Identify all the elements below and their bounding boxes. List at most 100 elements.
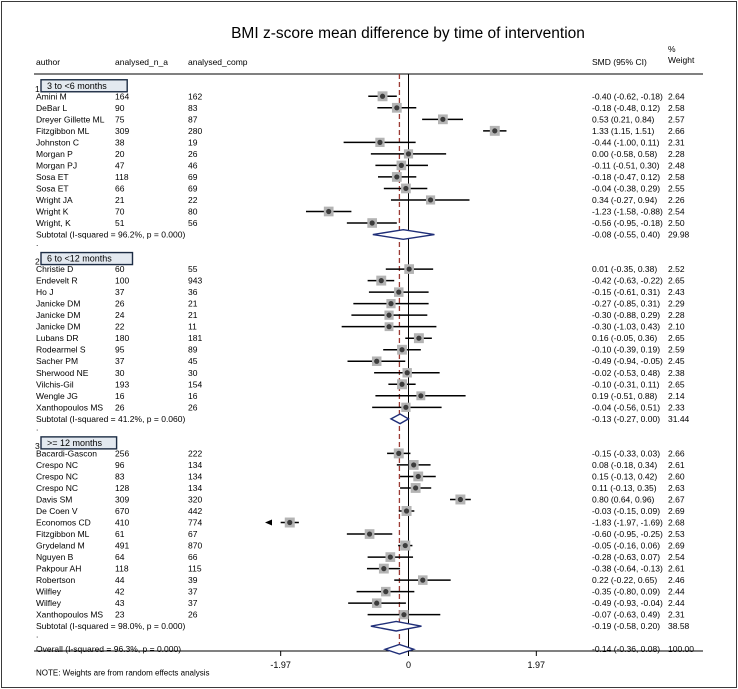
study-weight: 2.67 bbox=[668, 494, 685, 504]
x-axis: -1.97 0 1.97 bbox=[270, 651, 545, 670]
study-author: Crespo NC bbox=[36, 471, 78, 481]
study-n-a: 38 bbox=[115, 137, 125, 147]
study-weight: 2.60 bbox=[668, 471, 685, 481]
study-author: Rodearmel S bbox=[36, 345, 86, 355]
study-weight: 2.48 bbox=[668, 160, 685, 170]
study-n-a: 164 bbox=[115, 91, 129, 101]
study-n-comp: 26 bbox=[188, 402, 198, 412]
header-weight: Weight bbox=[668, 55, 695, 65]
study-n-comp: 69 bbox=[188, 172, 198, 182]
x-axis-tick-label: 0 bbox=[406, 660, 411, 670]
plot-area bbox=[265, 74, 507, 655]
subtotal-label: Subtotal (I-squared = 96.2%, p = 0.000) bbox=[36, 230, 185, 240]
study-n-comp: 36 bbox=[188, 287, 198, 297]
study-n-a: 90 bbox=[115, 103, 125, 113]
study-author: Robertson bbox=[36, 575, 75, 585]
study-n-a: 21 bbox=[115, 195, 125, 205]
study-n-a: 256 bbox=[115, 448, 129, 458]
study-n-comp: 21 bbox=[188, 310, 198, 320]
study-smd-ci: 0.15 (-0.13, 0.42) bbox=[592, 471, 657, 481]
study-smd-ci: -0.04 (-0.38, 0.29) bbox=[592, 183, 660, 193]
group-label: 3 to <6 months bbox=[47, 81, 107, 91]
study-smd-ci: -0.07 (-0.63, 0.49) bbox=[592, 610, 660, 620]
study-smd-ci: -0.28 (-0.63, 0.07) bbox=[592, 552, 660, 562]
study-smd-ci: -0.03 (-0.15, 0.09) bbox=[592, 506, 660, 516]
study-author: Wilfley bbox=[36, 587, 62, 597]
study-n-comp: 320 bbox=[188, 494, 202, 504]
study-smd-ci: 0.53 (0.21, 0.84) bbox=[592, 114, 655, 124]
study-point bbox=[492, 128, 498, 134]
study-n-a: 193 bbox=[115, 379, 129, 389]
study-author: Janicke DM bbox=[36, 322, 80, 332]
study-n-a: 180 bbox=[115, 333, 129, 343]
study-weight: 2.65 bbox=[668, 379, 685, 389]
study-smd-ci: -0.15 (-0.61, 0.31) bbox=[592, 287, 660, 297]
study-author: Economos CD bbox=[36, 518, 91, 528]
study-smd-ci: -0.27 (-0.85, 0.31) bbox=[592, 299, 660, 309]
study-weight: 2.53 bbox=[668, 529, 685, 539]
study-smd-ci: -0.30 (-1.03, 0.43) bbox=[592, 322, 660, 332]
study-author: DeBar L bbox=[36, 103, 67, 113]
study-n-a: 491 bbox=[115, 541, 129, 551]
study-point bbox=[387, 554, 393, 560]
study-author: Bacardi-Gascon bbox=[36, 448, 97, 458]
study-author: De Coen V bbox=[36, 506, 78, 516]
study-author: Sacher PM bbox=[36, 356, 78, 366]
study-n-a: 44 bbox=[115, 575, 125, 585]
header-weight-top: % bbox=[668, 44, 676, 54]
study-author: Crespo NC bbox=[36, 483, 78, 493]
study-n-a: 70 bbox=[115, 206, 125, 216]
study-point bbox=[326, 208, 332, 215]
study-point bbox=[396, 289, 402, 295]
study-weight: 2.14 bbox=[668, 391, 685, 401]
study-n-comp: 37 bbox=[188, 598, 198, 608]
study-weight: 2.29 bbox=[668, 299, 685, 309]
study-n-a: 60 bbox=[115, 264, 125, 274]
study-point bbox=[418, 393, 424, 399]
study-weight: 2.28 bbox=[668, 149, 685, 159]
study-n-comp: 943 bbox=[188, 276, 202, 286]
study-n-comp: 442 bbox=[188, 506, 202, 516]
study-n-comp: 39 bbox=[188, 575, 198, 585]
study-point bbox=[403, 508, 410, 514]
study-weight: 2.50 bbox=[668, 218, 685, 228]
study-n-a: 410 bbox=[115, 518, 129, 528]
study-point bbox=[386, 312, 392, 318]
study-n-a: 96 bbox=[115, 460, 125, 470]
study-weight: 2.54 bbox=[668, 206, 685, 216]
study-weight: 2.59 bbox=[668, 345, 685, 355]
study-weight: 2.31 bbox=[668, 610, 685, 620]
subtotal-diamond bbox=[389, 413, 410, 425]
study-smd-ci: -0.44 (-1.00, 0.11) bbox=[592, 137, 660, 147]
study-n-comp: 774 bbox=[188, 518, 202, 528]
chart-title: BMI z-score mean difference by time of i… bbox=[231, 25, 585, 42]
study-smd-ci: -0.04 (-0.56, 0.51) bbox=[592, 402, 660, 412]
study-point bbox=[416, 335, 422, 341]
study-point bbox=[379, 93, 386, 99]
study-author: Fitzgibbon ML bbox=[36, 126, 90, 136]
study-n-a: 47 bbox=[115, 160, 125, 170]
study-weight: 2.54 bbox=[668, 552, 685, 562]
group-label: 6 to <12 months bbox=[47, 254, 112, 264]
study-author: Davis SM bbox=[36, 494, 72, 504]
study-smd-ci: -0.42 (-0.63, -0.22) bbox=[592, 276, 663, 286]
study-author: Wengle JG bbox=[36, 391, 78, 401]
study-author: Sosa ET bbox=[36, 183, 69, 193]
study-n-comp: 11 bbox=[188, 322, 197, 332]
study-author: Nguyen B bbox=[36, 552, 74, 562]
study-author: Christie D bbox=[36, 264, 73, 274]
study-n-a: 118 bbox=[115, 172, 129, 182]
study-smd-ci: 0.01 (-0.35, 0.38) bbox=[592, 264, 657, 274]
study-author: Wright JA bbox=[36, 195, 73, 205]
study-smd-ci: -0.02 (-0.53, 0.48) bbox=[592, 368, 660, 378]
study-n-comp: 67 bbox=[188, 529, 198, 539]
study-weight: 2.26 bbox=[668, 195, 685, 205]
study-point bbox=[405, 151, 412, 157]
study-n-comp: 16 bbox=[188, 391, 198, 401]
header-n-a: analysed_n_a bbox=[115, 57, 168, 67]
study-point bbox=[366, 531, 373, 537]
study-n-a: 22 bbox=[115, 322, 125, 332]
study-point bbox=[457, 496, 464, 503]
subtotal-weight: 100.00 bbox=[668, 644, 694, 654]
study-smd-ci: -0.49 (-0.94, -0.05) bbox=[592, 356, 663, 366]
